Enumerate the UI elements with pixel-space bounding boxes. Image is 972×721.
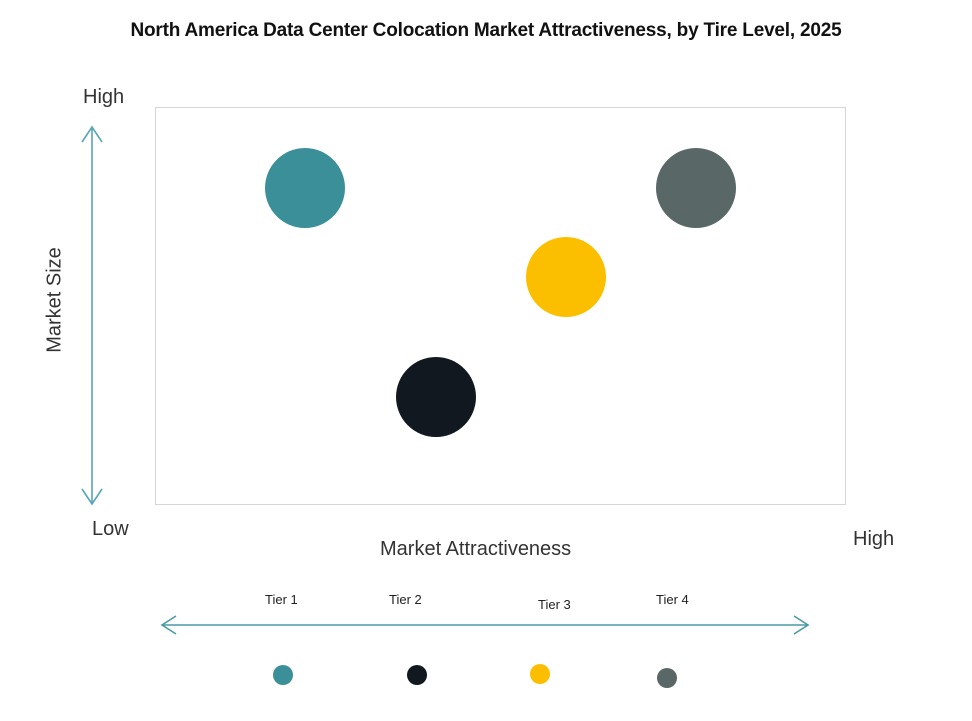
legend-dot-tier-2	[407, 665, 427, 685]
legend-label-tier-2: Tier 2	[389, 592, 422, 607]
plot-area	[155, 107, 846, 505]
legend-label-tier-4: Tier 4	[656, 592, 689, 607]
bubble-tier-1	[265, 148, 345, 228]
legend-dot-tier-1	[273, 665, 293, 685]
y-axis-low-label: Low	[92, 518, 129, 540]
legend-dot-tier-3	[530, 664, 550, 684]
bubble-tier-2	[396, 357, 476, 437]
tier-scale-double-arrow-icon	[160, 615, 810, 635]
y-axis-high-label: High	[83, 86, 125, 108]
bubble-tier-4	[656, 148, 736, 228]
bubble-tier-3	[526, 237, 606, 317]
y-axis-double-arrow-icon	[81, 125, 103, 506]
legend-dot-tier-4	[657, 668, 677, 688]
x-axis-title: Market Attractiveness	[380, 538, 572, 560]
chart-title: North America Data Center Colocation Mar…	[130, 20, 842, 41]
legend-label-tier-3: Tier 3	[538, 597, 571, 612]
legend-label-tier-1: Tier 1	[265, 592, 298, 607]
x-axis-high-label: High	[853, 528, 895, 550]
